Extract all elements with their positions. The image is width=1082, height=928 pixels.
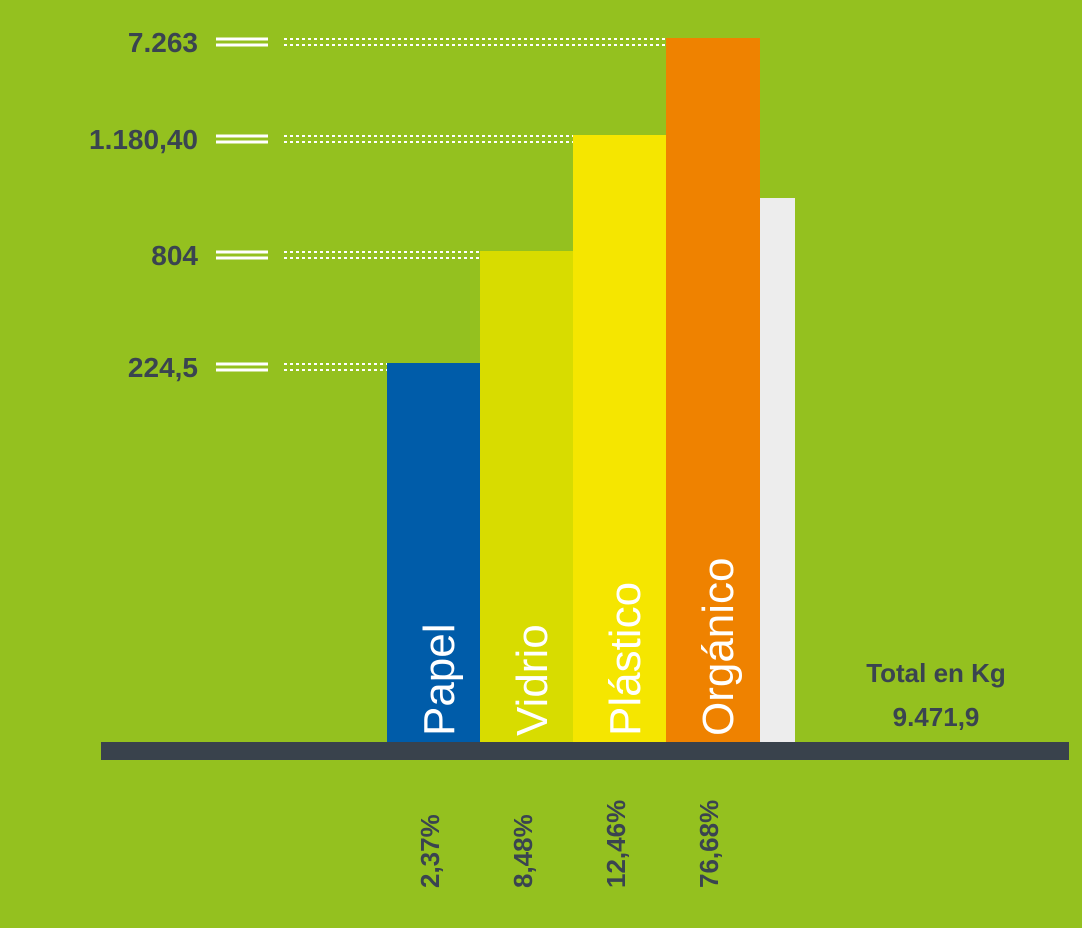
bar-4 bbox=[666, 38, 760, 742]
category-label: Vidrio bbox=[508, 624, 557, 736]
percent-label: 12,46% bbox=[601, 800, 631, 888]
total-label: Total en Kg bbox=[866, 658, 1006, 688]
total-value: 9.471,9 bbox=[893, 702, 980, 732]
category-label: Papel bbox=[415, 623, 464, 736]
bar-3 bbox=[573, 135, 666, 742]
value-label: 7.263 bbox=[128, 27, 198, 58]
value-label: 224,5 bbox=[128, 352, 198, 383]
percent-label: 2,37% bbox=[415, 814, 445, 888]
percent-label: 8,48% bbox=[508, 814, 538, 888]
category-label: Orgánico bbox=[694, 557, 743, 736]
bar-1 bbox=[387, 363, 480, 742]
value-label: 1.180,40 bbox=[89, 124, 198, 155]
baseline-axis bbox=[101, 742, 1069, 760]
category-label: Plástico bbox=[601, 582, 650, 736]
percent-label: 76,68% bbox=[694, 800, 724, 888]
bar-2 bbox=[480, 251, 573, 742]
value-label: 804 bbox=[151, 240, 198, 271]
